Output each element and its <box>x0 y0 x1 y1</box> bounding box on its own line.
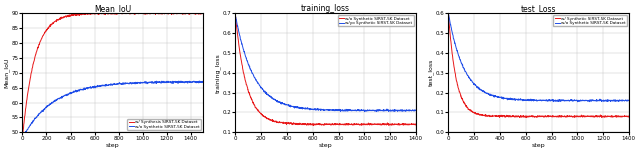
Title: test_Loss: test_Loss <box>521 4 556 13</box>
w/ Synthesis SIRST-5K Dataset <box>199 12 207 14</box>
Line: w/ Synthesis SIRST-5K Dataset: w/ Synthesis SIRST-5K Dataset <box>22 12 203 138</box>
w/ Synthesis SIRST-5K Dataset <box>156 12 163 14</box>
w/o Synthetic SIRST-5K Dataset <box>19 137 26 139</box>
w/ Synthesis SIRST-5K Dataset <box>174 12 182 14</box>
w/o Synthetic SIRST-5K Dataset <box>124 83 131 85</box>
Title: training_loss: training_loss <box>301 4 350 13</box>
Y-axis label: Mean_IoU: Mean_IoU <box>4 57 10 88</box>
w/o Synthetic SIRST-5K Dataset <box>199 81 207 83</box>
w/ Synthesis SIRST-5K Dataset <box>128 12 136 14</box>
w/o Synthetic SIRST-5K Dataset <box>129 82 136 84</box>
w/ Synthesis SIRST-5K Dataset <box>134 12 141 14</box>
Title: Mean_IoU: Mean_IoU <box>94 4 131 13</box>
X-axis label: step: step <box>532 143 545 148</box>
Y-axis label: training_loss: training_loss <box>216 53 221 93</box>
w/ Synthesis SIRST-5K Dataset <box>124 12 131 14</box>
w/ Synthesis SIRST-5K Dataset <box>29 62 37 64</box>
X-axis label: step: step <box>319 143 332 148</box>
Legend: w/ Synthetic SIRST-5K Dataset, w/o Synthetic SIRST-5K Dataset: w/ Synthetic SIRST-5K Dataset, w/o Synth… <box>554 15 627 26</box>
w/o Synthetic SIRST-5K Dataset <box>19 137 27 139</box>
w/o Synthetic SIRST-5K Dataset <box>156 81 163 83</box>
w/o Synthetic SIRST-5K Dataset <box>134 83 141 84</box>
w/ Synthesis SIRST-5K Dataset <box>19 137 26 138</box>
w/ Synthesis SIRST-5K Dataset <box>146 11 154 12</box>
w/o Synthetic SIRST-5K Dataset <box>174 82 182 84</box>
X-axis label: step: step <box>106 143 120 148</box>
Legend: w/o Synthetic SIRST-5K Dataset, w/yo Synthetic SIRST-5K Dataset: w/o Synthetic SIRST-5K Dataset, w/yo Syn… <box>338 15 413 26</box>
Legend: w/ Synthesis SIRST-5K Dataset, w/o Synthetic SIRST-5K Dataset: w/ Synthesis SIRST-5K Dataset, w/o Synth… <box>127 119 201 130</box>
Y-axis label: test_loss: test_loss <box>428 59 434 86</box>
w/o Synthetic SIRST-5K Dataset <box>30 119 38 121</box>
Line: w/o Synthetic SIRST-5K Dataset: w/o Synthetic SIRST-5K Dataset <box>22 81 203 138</box>
w/o Synthetic SIRST-5K Dataset <box>195 80 203 82</box>
